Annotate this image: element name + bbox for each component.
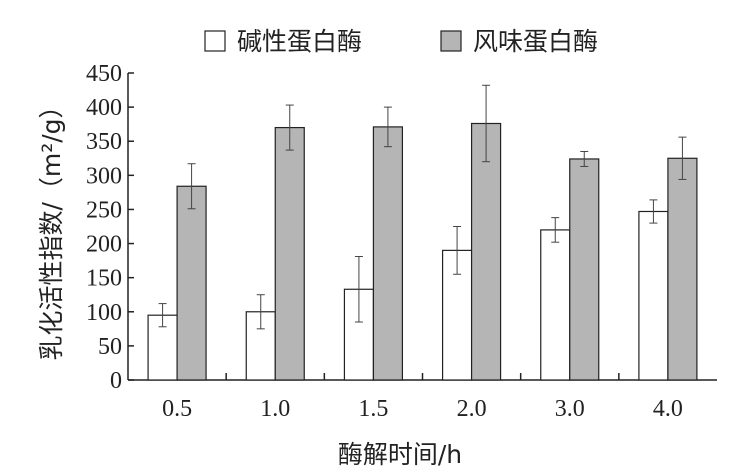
bar [540, 229, 571, 381]
bar [667, 157, 698, 381]
bar [176, 185, 207, 381]
legend-item: 风味蛋白酶 [440, 27, 598, 56]
y-tick-label: 450 [86, 61, 122, 87]
y-tick-label: 150 [86, 266, 122, 292]
error-bar [256, 294, 265, 330]
error-bar [354, 256, 363, 323]
error-bar [383, 106, 392, 148]
y-axis: 0 50 100 150 200 250 300 350 400 450 [86, 61, 134, 394]
error-bar [285, 104, 294, 151]
x-axis: 0.5 1.0 1.5 2.0 3.0 4.0 [128, 373, 717, 422]
error-bar [453, 226, 462, 275]
legend: 碱性蛋白酶 风味蛋白酶 [204, 27, 598, 56]
x-tick-label: 2.0 [457, 396, 487, 422]
y-axis-title: 乳化活性指数/（m²/g） [37, 93, 66, 360]
x-tick-label: 1.5 [358, 396, 388, 422]
x-tick-label: 3.0 [555, 396, 585, 422]
y-tick-label: 400 [86, 95, 122, 121]
error-bar [580, 150, 589, 167]
x-tick-label: 1.0 [260, 396, 290, 422]
y-tick-label: 200 [86, 232, 122, 258]
y-tick-label: 100 [86, 300, 122, 326]
legend-swatch [204, 30, 226, 52]
bar [470, 122, 502, 381]
bar [274, 126, 305, 381]
y-tick-label: 350 [86, 129, 122, 155]
error-bar [187, 163, 196, 210]
bar [569, 158, 600, 381]
legend-swatch [440, 30, 462, 52]
legend-label: 碱性蛋白酶 [237, 27, 362, 56]
legend-item: 碱性蛋白酶 [204, 27, 362, 56]
x-tick-label: 4.0 [653, 396, 683, 422]
y-tick-label: 50 [98, 334, 122, 360]
error-bar [649, 199, 658, 224]
error-bar [678, 136, 687, 180]
bar [638, 210, 669, 381]
bar [372, 126, 404, 381]
legend-label: 风味蛋白酶 [473, 27, 598, 56]
error-bar [158, 303, 167, 328]
y-tick-label: 0 [110, 368, 122, 394]
x-tick-label: 0.5 [162, 396, 192, 422]
error-bar [551, 217, 560, 243]
y-tick-label: 250 [86, 197, 122, 223]
bars [147, 84, 698, 381]
x-axis-title: 酶解时间/h [338, 440, 462, 469]
error-bar [482, 84, 491, 163]
y-tick-label: 300 [86, 163, 122, 189]
